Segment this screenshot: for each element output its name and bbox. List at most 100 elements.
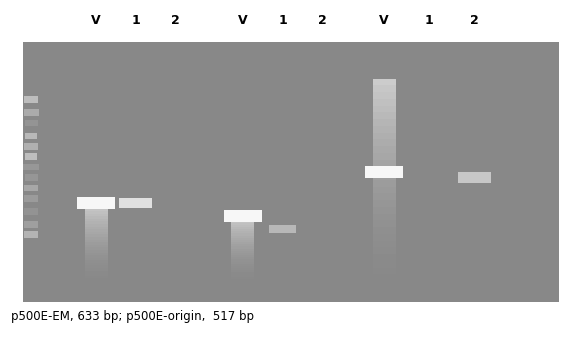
FancyBboxPatch shape	[85, 221, 107, 224]
FancyBboxPatch shape	[269, 225, 296, 233]
FancyBboxPatch shape	[85, 255, 107, 258]
FancyBboxPatch shape	[85, 229, 107, 232]
FancyBboxPatch shape	[85, 250, 107, 252]
FancyBboxPatch shape	[232, 272, 254, 275]
FancyBboxPatch shape	[232, 262, 254, 264]
Text: 2: 2	[470, 14, 479, 27]
Text: 2: 2	[171, 14, 180, 27]
FancyBboxPatch shape	[85, 258, 107, 260]
Text: V: V	[91, 14, 101, 27]
FancyBboxPatch shape	[85, 273, 107, 276]
FancyBboxPatch shape	[85, 239, 107, 242]
FancyBboxPatch shape	[373, 268, 396, 274]
FancyBboxPatch shape	[25, 133, 37, 139]
FancyBboxPatch shape	[232, 257, 254, 259]
FancyBboxPatch shape	[232, 238, 254, 240]
FancyBboxPatch shape	[232, 253, 254, 255]
FancyBboxPatch shape	[232, 249, 254, 251]
FancyBboxPatch shape	[373, 85, 396, 92]
FancyBboxPatch shape	[24, 221, 38, 228]
FancyBboxPatch shape	[85, 263, 107, 265]
FancyBboxPatch shape	[232, 264, 254, 266]
FancyBboxPatch shape	[232, 268, 254, 270]
FancyBboxPatch shape	[85, 206, 107, 209]
FancyBboxPatch shape	[232, 236, 254, 238]
FancyBboxPatch shape	[373, 92, 396, 99]
FancyBboxPatch shape	[77, 198, 115, 209]
FancyBboxPatch shape	[373, 153, 396, 159]
FancyBboxPatch shape	[373, 187, 396, 193]
FancyBboxPatch shape	[232, 229, 254, 231]
FancyBboxPatch shape	[373, 99, 396, 106]
FancyBboxPatch shape	[232, 255, 254, 257]
FancyBboxPatch shape	[373, 146, 396, 153]
FancyBboxPatch shape	[373, 254, 396, 261]
FancyBboxPatch shape	[85, 234, 107, 237]
FancyBboxPatch shape	[24, 231, 38, 238]
FancyBboxPatch shape	[373, 261, 396, 268]
FancyBboxPatch shape	[373, 227, 396, 234]
FancyBboxPatch shape	[119, 198, 152, 209]
FancyBboxPatch shape	[232, 240, 254, 242]
FancyBboxPatch shape	[85, 216, 107, 219]
FancyBboxPatch shape	[373, 240, 396, 247]
FancyBboxPatch shape	[373, 113, 396, 119]
FancyBboxPatch shape	[232, 259, 254, 262]
FancyBboxPatch shape	[24, 208, 38, 215]
FancyBboxPatch shape	[373, 173, 396, 180]
Text: V: V	[238, 14, 248, 27]
FancyBboxPatch shape	[373, 126, 396, 133]
FancyBboxPatch shape	[232, 216, 254, 218]
FancyBboxPatch shape	[25, 153, 37, 160]
FancyBboxPatch shape	[373, 220, 396, 227]
FancyBboxPatch shape	[85, 276, 107, 279]
FancyBboxPatch shape	[224, 211, 262, 222]
FancyBboxPatch shape	[85, 268, 107, 271]
FancyBboxPatch shape	[85, 203, 107, 206]
FancyBboxPatch shape	[373, 119, 396, 126]
FancyBboxPatch shape	[232, 244, 254, 247]
FancyBboxPatch shape	[373, 106, 396, 113]
FancyBboxPatch shape	[373, 79, 396, 85]
FancyBboxPatch shape	[85, 242, 107, 245]
FancyBboxPatch shape	[373, 133, 396, 139]
FancyBboxPatch shape	[373, 247, 396, 254]
FancyBboxPatch shape	[232, 223, 254, 225]
FancyBboxPatch shape	[85, 237, 107, 239]
FancyBboxPatch shape	[373, 166, 396, 173]
FancyBboxPatch shape	[232, 247, 254, 249]
FancyBboxPatch shape	[373, 200, 396, 207]
FancyBboxPatch shape	[85, 247, 107, 250]
Text: 2: 2	[318, 14, 327, 27]
FancyBboxPatch shape	[232, 277, 254, 279]
FancyBboxPatch shape	[232, 251, 254, 253]
FancyBboxPatch shape	[24, 185, 38, 191]
FancyBboxPatch shape	[24, 195, 38, 202]
FancyBboxPatch shape	[85, 279, 107, 281]
FancyBboxPatch shape	[85, 219, 107, 221]
FancyBboxPatch shape	[232, 225, 254, 227]
FancyBboxPatch shape	[373, 139, 396, 146]
FancyBboxPatch shape	[232, 231, 254, 234]
FancyBboxPatch shape	[85, 245, 107, 247]
FancyBboxPatch shape	[24, 109, 38, 116]
FancyBboxPatch shape	[365, 166, 403, 178]
Text: 1: 1	[131, 14, 140, 27]
FancyBboxPatch shape	[232, 234, 254, 236]
FancyBboxPatch shape	[23, 42, 559, 302]
Text: 1: 1	[278, 14, 287, 27]
FancyBboxPatch shape	[85, 271, 107, 273]
FancyBboxPatch shape	[85, 214, 107, 216]
FancyBboxPatch shape	[85, 232, 107, 234]
FancyBboxPatch shape	[85, 265, 107, 268]
FancyBboxPatch shape	[232, 221, 254, 223]
Text: V: V	[379, 14, 389, 27]
FancyBboxPatch shape	[85, 227, 107, 229]
FancyBboxPatch shape	[24, 174, 38, 181]
FancyBboxPatch shape	[232, 227, 254, 229]
FancyBboxPatch shape	[373, 234, 396, 240]
FancyBboxPatch shape	[85, 209, 107, 211]
FancyBboxPatch shape	[373, 159, 396, 166]
FancyBboxPatch shape	[85, 252, 107, 255]
FancyBboxPatch shape	[232, 218, 254, 221]
